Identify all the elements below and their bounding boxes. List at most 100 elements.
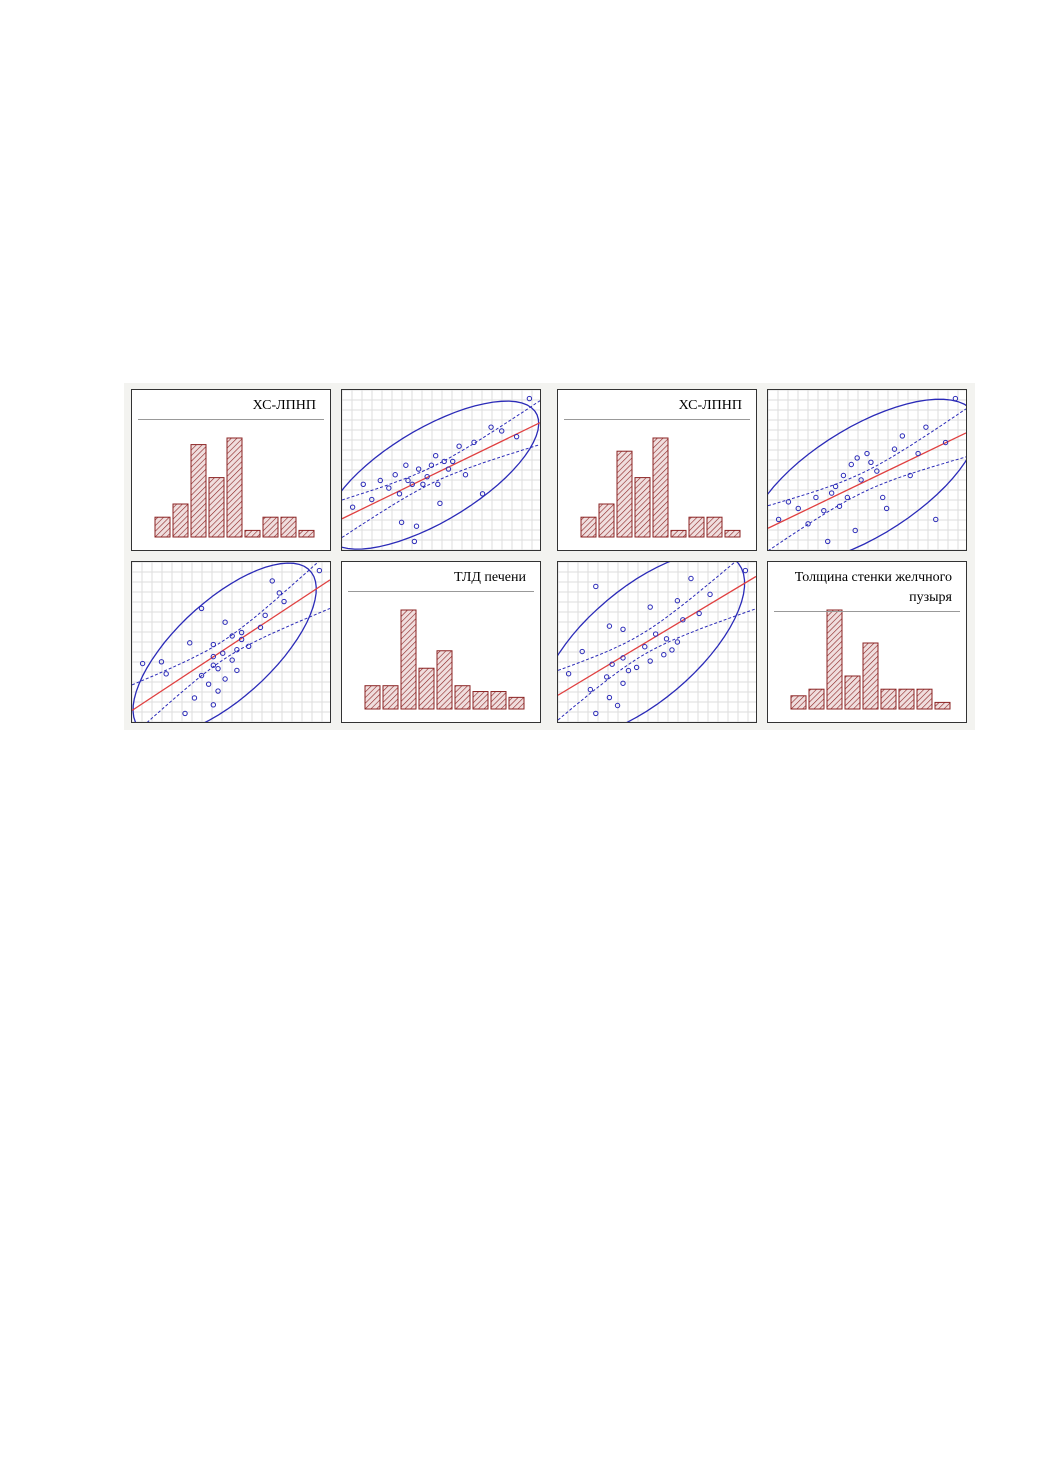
point <box>647 604 653 610</box>
point <box>441 458 447 465</box>
bar <box>826 609 843 710</box>
point <box>398 519 405 526</box>
point <box>462 472 469 478</box>
point <box>593 710 599 717</box>
point <box>907 472 913 479</box>
point <box>813 494 819 501</box>
point <box>854 455 860 461</box>
point <box>158 659 165 665</box>
point <box>848 461 854 468</box>
bar <box>790 695 807 710</box>
matrix-cell: ТЛД печени <box>341 561 541 723</box>
bar <box>226 437 243 538</box>
point <box>445 466 452 472</box>
point <box>606 623 613 629</box>
confidence-band <box>342 400 540 501</box>
point <box>836 503 843 509</box>
point <box>707 591 713 598</box>
chart-title: ХС-ЛПНП <box>564 396 750 420</box>
bar <box>280 516 297 538</box>
point <box>952 395 959 402</box>
point <box>198 605 205 612</box>
bar <box>598 503 615 538</box>
point <box>805 521 811 527</box>
bar <box>436 650 453 710</box>
point <box>471 439 477 446</box>
confidence-band <box>768 408 966 507</box>
bar <box>418 667 435 710</box>
point <box>606 694 613 701</box>
bar <box>724 529 741 538</box>
point <box>858 477 864 483</box>
point <box>435 481 441 487</box>
matrix-cell <box>341 389 541 551</box>
point <box>565 671 572 677</box>
point <box>652 631 659 637</box>
bar <box>490 691 507 710</box>
bar <box>508 696 525 710</box>
point <box>874 468 880 474</box>
bar <box>634 477 651 538</box>
bar <box>706 516 723 538</box>
regression-line <box>132 579 330 712</box>
matrix-cell <box>557 561 757 723</box>
point <box>647 658 653 664</box>
bar <box>670 529 687 538</box>
point <box>386 485 392 491</box>
bar <box>172 503 189 538</box>
bar <box>862 642 879 710</box>
point <box>316 567 323 574</box>
point <box>620 680 626 686</box>
point <box>392 472 398 478</box>
bar <box>364 685 381 710</box>
point <box>210 641 217 648</box>
point <box>269 578 275 584</box>
chart-title: ТЛД печени <box>348 568 534 592</box>
bar <box>244 529 261 538</box>
point <box>220 650 226 656</box>
bar <box>916 688 933 710</box>
chart <box>132 562 330 722</box>
point <box>840 472 847 479</box>
point <box>396 491 403 497</box>
point <box>205 681 212 687</box>
point <box>415 466 422 472</box>
point <box>942 439 949 446</box>
matrix-cell: Толщина стенки желчного пузыря <box>767 561 967 723</box>
point <box>696 610 702 617</box>
point <box>222 676 228 682</box>
point <box>369 496 375 503</box>
chart <box>364 609 525 710</box>
bar <box>580 516 597 538</box>
ellipse <box>768 398 966 550</box>
point <box>852 527 858 534</box>
point <box>276 590 283 596</box>
point <box>669 647 675 653</box>
point <box>688 575 694 582</box>
point <box>479 491 486 497</box>
chart-title: ХС-ЛПНП <box>138 396 324 420</box>
ellipse <box>558 562 746 722</box>
bar <box>652 437 669 538</box>
bar <box>208 477 225 538</box>
matrix-cell <box>131 561 331 723</box>
point <box>915 450 921 457</box>
point <box>785 499 792 505</box>
confidence-band <box>558 608 756 721</box>
point <box>620 626 626 633</box>
matrix-cell: ХС-ЛПНП <box>557 389 757 551</box>
point <box>281 598 287 605</box>
point <box>883 505 890 512</box>
point <box>825 538 831 545</box>
chart <box>154 437 315 538</box>
point <box>674 639 681 645</box>
point <box>742 567 749 574</box>
point <box>674 598 681 604</box>
bar <box>382 685 399 710</box>
confidence-band <box>342 444 540 538</box>
point <box>456 443 462 449</box>
point <box>450 458 456 465</box>
point <box>428 462 435 468</box>
point <box>864 450 870 457</box>
